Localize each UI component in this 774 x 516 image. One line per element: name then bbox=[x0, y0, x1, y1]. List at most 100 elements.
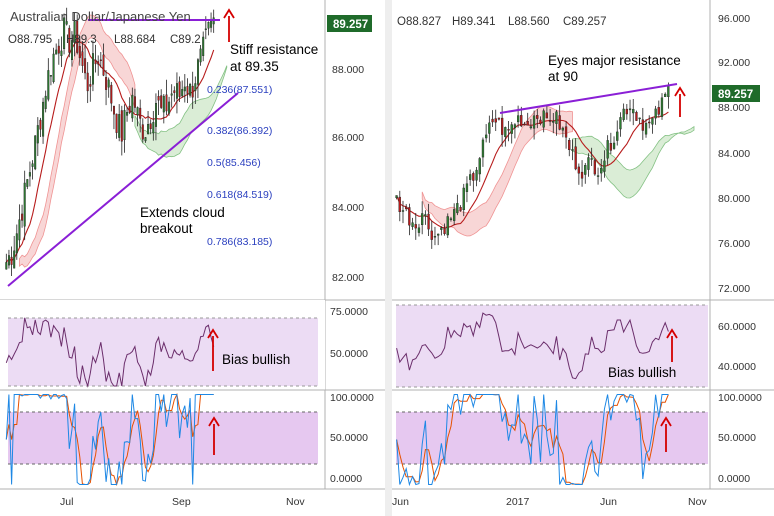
candle-body bbox=[475, 169, 478, 181]
left-rsi-pane[interactable]: Bias bullish bbox=[0, 300, 325, 390]
candle-body bbox=[107, 79, 110, 88]
left-stoch-tick: 100.0000 bbox=[330, 392, 374, 404]
candle-body bbox=[81, 51, 84, 66]
stoch-k-path bbox=[5, 393, 214, 485]
candle-body bbox=[189, 83, 192, 96]
fib-label: 0.236(87.551) bbox=[207, 84, 272, 96]
right-x-tick: Jun bbox=[600, 496, 617, 508]
candle-body bbox=[13, 250, 16, 269]
candle-body bbox=[199, 48, 202, 63]
candle-body bbox=[603, 160, 606, 172]
left-price-badge-bg bbox=[327, 15, 372, 32]
left-stoch-pane[interactable] bbox=[5, 392, 318, 487]
candle-body bbox=[501, 117, 504, 135]
candle-body bbox=[414, 224, 417, 229]
candle-body bbox=[73, 21, 76, 43]
candle-body bbox=[580, 171, 584, 179]
arrow-head bbox=[207, 328, 219, 339]
right-rsi-band bbox=[396, 305, 708, 387]
right-price-pane[interactable] bbox=[395, 82, 695, 249]
left-stochastic-lines bbox=[5, 392, 214, 487]
candle-body bbox=[545, 112, 549, 119]
candle-body bbox=[110, 84, 113, 104]
candle-body bbox=[424, 214, 427, 217]
right-y-tick: 88.000 bbox=[718, 102, 750, 114]
candle-body bbox=[401, 210, 405, 212]
right-y-tick: 72.000 bbox=[718, 283, 750, 295]
candle-body bbox=[210, 19, 213, 28]
candle-body bbox=[36, 125, 39, 144]
candle-body bbox=[63, 17, 66, 50]
right-rsi-pane[interactable]: Bias bullish bbox=[396, 304, 708, 388]
left-price-badge-text: 89.257 bbox=[333, 19, 368, 31]
left-chart-title: Australian Dollar/Japanese Yen bbox=[10, 9, 191, 24]
left-y-tick: 88.000 bbox=[332, 64, 364, 76]
left-resistance-note-1: Stiff resistance bbox=[230, 42, 318, 57]
right-resistance-note-1: Eyes major resistance bbox=[548, 53, 681, 68]
candle-body bbox=[131, 94, 134, 119]
candle-body bbox=[5, 262, 8, 270]
candle-body bbox=[628, 108, 632, 111]
right-stoch-pane[interactable] bbox=[396, 393, 708, 487]
right-open: O88.827 bbox=[397, 16, 441, 28]
right-price-badge-text: 89.257 bbox=[718, 89, 753, 101]
candle-body bbox=[453, 209, 456, 221]
right-x-tick: Jun bbox=[392, 496, 409, 508]
candle-body bbox=[147, 123, 150, 135]
candle-body bbox=[152, 122, 155, 134]
candle-body bbox=[84, 58, 87, 74]
candle-body bbox=[619, 117, 622, 130]
candle-body bbox=[18, 219, 21, 241]
candle-body bbox=[91, 53, 94, 85]
left-y-tick: 82.000 bbox=[332, 272, 364, 284]
candle-body bbox=[561, 127, 565, 131]
candle-body bbox=[542, 110, 545, 128]
left-price-pane[interactable] bbox=[0, 0, 325, 300]
arrow-head bbox=[208, 416, 220, 427]
left-stoch-tick: 0.0000 bbox=[330, 473, 362, 485]
candle-body bbox=[175, 83, 178, 99]
candle-body bbox=[421, 213, 424, 226]
left-close: C89.2 bbox=[170, 34, 201, 46]
left-resistance-note-2: at 89.35 bbox=[230, 59, 279, 74]
candle-body bbox=[485, 134, 488, 139]
right-time-axis: Jun 2017 Jun Nov bbox=[392, 496, 707, 508]
candle-body bbox=[596, 175, 600, 177]
candle-body bbox=[52, 53, 55, 82]
candle-body bbox=[139, 107, 142, 119]
candle-body bbox=[144, 137, 147, 142]
candle-body bbox=[584, 165, 587, 175]
candle-body bbox=[165, 94, 168, 112]
left-x-tick: Jul bbox=[60, 496, 73, 508]
left-up-arrow-icon bbox=[223, 8, 235, 42]
candle-body bbox=[427, 213, 430, 230]
candle-body bbox=[651, 117, 654, 125]
candle-body bbox=[529, 126, 533, 129]
candle-body bbox=[136, 107, 139, 116]
candle-body bbox=[571, 149, 574, 151]
candle-body bbox=[612, 142, 616, 149]
right-low: L88.560 bbox=[508, 16, 550, 28]
candle-body bbox=[21, 213, 24, 221]
left-fib-labels: 0.236(87.551) 0.382(86.392) 0.5(85.456) … bbox=[207, 84, 272, 248]
fib-label: 0.618(84.519) bbox=[207, 189, 272, 201]
candle-body bbox=[654, 108, 657, 119]
right-rsi-note: Bias bullish bbox=[608, 365, 676, 380]
left-trendline[interactable] bbox=[7, 92, 239, 287]
right-rsi-tick: 60.0000 bbox=[718, 321, 756, 333]
candle-body bbox=[191, 85, 194, 98]
candle-body bbox=[657, 107, 660, 115]
right-price-badge: 89.257 bbox=[712, 85, 760, 102]
candle-body bbox=[504, 127, 507, 138]
candle-body bbox=[44, 95, 47, 109]
candle-body bbox=[42, 101, 45, 137]
candle-body bbox=[616, 131, 619, 141]
candle-body bbox=[469, 174, 472, 180]
left-y-tick: 86.000 bbox=[332, 132, 364, 144]
candle-body bbox=[207, 22, 210, 29]
candle-body bbox=[26, 179, 29, 187]
fib-label: 0.786(83.185) bbox=[207, 236, 272, 248]
candle-body bbox=[173, 90, 176, 93]
right-resistance-trendline[interactable] bbox=[499, 83, 678, 114]
candle-body bbox=[660, 97, 664, 117]
